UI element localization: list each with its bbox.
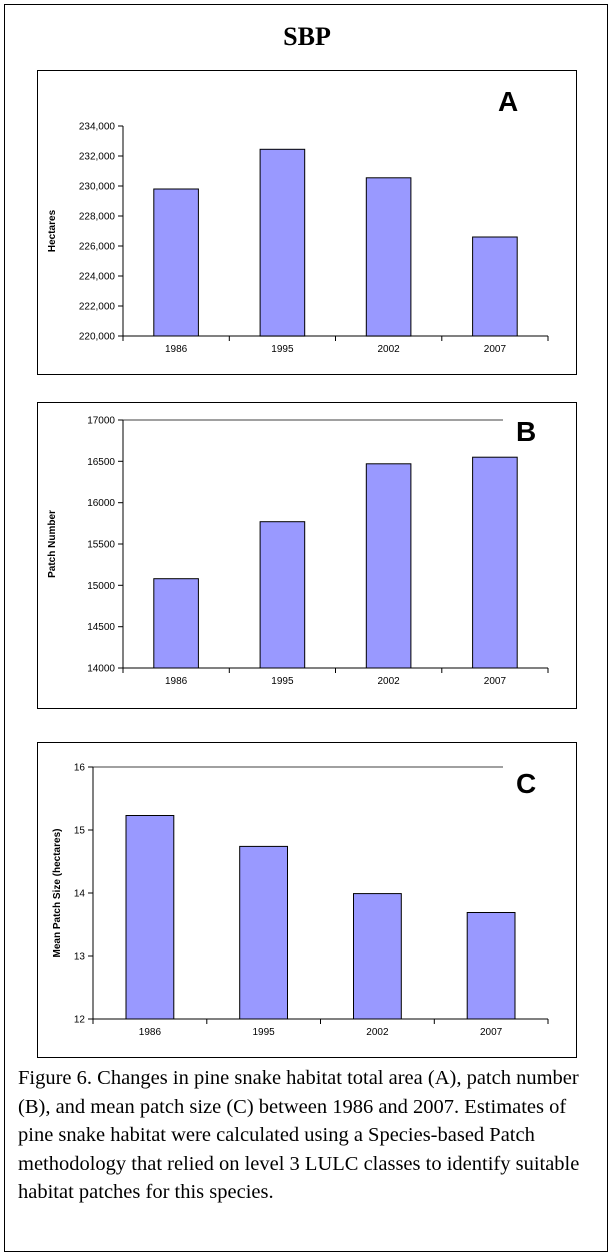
chart-a-bar-2002 [365,177,412,337]
chart-a-panel-letter: A [498,86,518,117]
chart-c-y-tick-label: 12 [74,1015,86,1026]
chart-a-bar-2007 [472,236,518,337]
chart-b-panel: 1986 1995 2002 2007 14000 14500 15000 15500 1600… [37,402,577,709]
chart-b-y-tick-label: 16000 [87,498,115,509]
chart-a-y-tick-label: 230,000 [79,182,116,193]
chart-a-x-tick-1995: 1995 [271,344,294,355]
chart-b-y-axis-title: Patch Number [47,510,58,578]
chart-c-bar-2002 [353,893,402,1020]
chart-a-y-tick-label: 226,000 [79,242,116,253]
figure-title: SBP [283,22,331,51]
chart-a-y-tick-label: 222,000 [79,302,116,313]
chart-a-x-tick-1986: 1986 [165,344,188,355]
chart-a-y-tick-label: 228,000 [79,212,116,223]
chart-a-y-axis-title: Hectares [47,209,58,252]
chart-a-y-tick-label: 220,000 [79,332,116,343]
chart-c-y-tick-label: 15 [74,826,86,837]
figure-caption: Figure 6. Changes in pine snake habitat … [18,1067,580,1203]
chart-a-bar-1995 [259,148,306,337]
chart-b-bar-1986 [153,578,199,669]
chart-a-x-tick-2002: 2002 [377,344,400,355]
chart-b-x-tick-1995: 1995 [271,676,294,687]
chart-b-y-tick-label: 14000 [87,664,115,675]
chart-c-x-tick-1995: 1995 [252,1027,275,1038]
chart-c-panel-letter: C [516,768,536,799]
chart-c-y-tick-label: 16 [74,763,86,774]
chart-c-bar-1986 [125,815,175,1020]
chart-a-y-tick-label: 232,000 [79,152,116,163]
chart-c-y-tick-label: 14 [74,889,86,900]
chart-c: 1986 1995 2002 2007 12 13 14 15 16 Mean Patch Siz… [52,763,549,1038]
chart-c-y-axis-title: Mean Patch Size (hectares) [52,829,63,958]
chart-c-bar-1995 [239,845,288,1020]
chart-b-bar-2002 [365,463,412,669]
chart-b-x-tick-2002: 2002 [377,676,400,687]
chart-b-panel-letter: B [516,416,536,447]
chart-b-y-tick-label: 15000 [87,581,115,592]
chart-b-x-tick-1986: 1986 [165,676,188,687]
chart-b-y-tick-label: 16500 [87,457,115,468]
chart-a-y-tick-label: 234,000 [79,122,116,133]
chart-c-x-tick-2007: 2007 [480,1027,503,1038]
chart-b-y-tick-label: 14500 [87,622,115,633]
chart-b-bar-2007 [472,456,518,669]
chart-b-y-tick-label: 15500 [87,540,115,551]
chart-c-x-tick-1986: 1986 [139,1027,162,1038]
chart-a-y-tick-label: 224,000 [79,272,116,283]
chart-c-panel: 1986 1995 2002 2007 12 13 14 15 16 Mean Patch Siz… [37,742,577,1058]
chart-b-x-tick-2007: 2007 [484,676,507,687]
chart-c-bar-2007 [466,912,516,1020]
chart-b-y-tick-label: 17000 [87,416,115,427]
chart-b: 1986 1995 2002 2007 14000 14500 15000 15500 1600… [47,416,549,687]
chart-b-bar-1995 [259,521,306,669]
chart-a: 1986 1995 2002 2007 220,000 222,000 224,000 226… [47,86,549,355]
chart-c-y-tick-label: 13 [74,952,86,963]
chart-a-x-tick-2007: 2007 [484,344,507,355]
chart-a-bar-1986 [153,188,199,337]
chart-c-x-tick-2002: 2002 [366,1027,389,1038]
chart-a-panel: 1986 1995 2002 2007 220,000 222,000 224,000 226… [37,70,577,375]
